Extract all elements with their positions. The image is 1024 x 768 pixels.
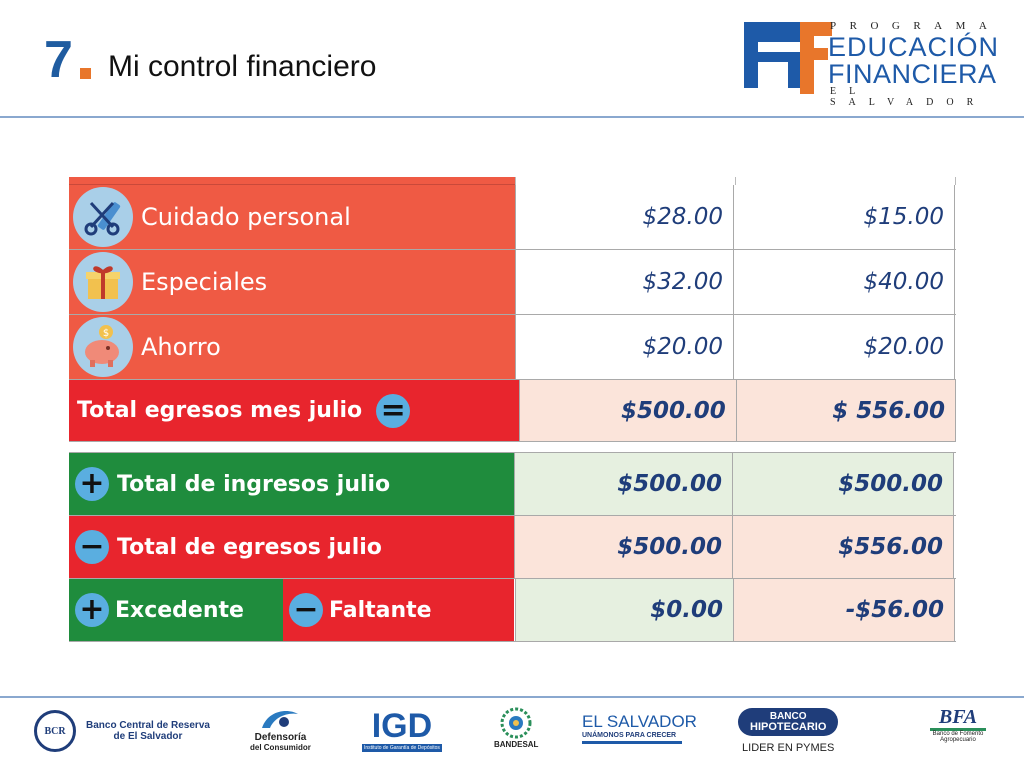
total-expenses-cell: Total egresos mes julio = xyxy=(69,380,521,441)
value-cell: -$56.00 xyxy=(734,579,955,641)
value-cell: $20.00 xyxy=(516,315,734,379)
value-cell: $500.00 xyxy=(733,453,954,515)
bandesal-logo: BANDESAL xyxy=(494,706,538,749)
shortfall-cell: − Faltante xyxy=(283,579,514,641)
bfa-logo: BFA Banco de Fomento Agropecuario xyxy=(930,706,986,743)
bcr-name-line2: de El Salvador xyxy=(113,731,183,742)
bh-name-line1: BANCO xyxy=(769,711,807,722)
footer-divider xyxy=(0,696,1024,698)
bfa-sub-line1: Banco de Fomento xyxy=(932,731,984,737)
defensoria-swoosh-icon xyxy=(262,710,299,728)
surplus-cell: + Excedente xyxy=(69,579,283,641)
bfa-name: BFA xyxy=(938,706,978,728)
header-divider xyxy=(0,116,1024,118)
igd-sub: Instituto de Garantía de Depósitos xyxy=(362,744,442,752)
igd-name: IGD xyxy=(371,707,433,745)
piggy-bank-icon: $ xyxy=(73,317,133,377)
sponsor-logos: BCR Banco Central de Reserva de El Salva… xyxy=(0,700,1024,768)
expenses-summary-label: Total de egresos julio xyxy=(117,534,382,560)
bfa-sub-line2: Agropecuario xyxy=(940,737,976,743)
table-row: Especiales $32.00 $40.00 xyxy=(69,250,956,315)
el-salvador-logo: EL SALVADOR UNÁMONOS PARA CRECER xyxy=(582,712,697,744)
plus-icon: + xyxy=(75,467,109,501)
table-row: − Total de egresos julio $500.00 $556.00 xyxy=(69,516,956,579)
value-cell: $500.00 xyxy=(520,380,737,441)
value-cell: $500.00 xyxy=(515,516,733,578)
logo-line2: FINANCIERA xyxy=(828,59,997,89)
slide-number-dot xyxy=(80,68,91,79)
bh-name-line2: HIPOTECARIO xyxy=(750,721,827,733)
table-row-cut xyxy=(69,177,956,185)
plus-icon: + xyxy=(75,593,109,627)
value-cell: $556.00 xyxy=(733,516,954,578)
defensoria-line2: del Consumidor xyxy=(250,743,311,752)
category-label: Ahorro xyxy=(141,333,221,361)
table-row: Cuidado personal $28.00 $15.00 xyxy=(69,185,956,250)
category-label: Cuidado personal xyxy=(141,203,351,231)
value-cell: $32.00 xyxy=(516,250,734,314)
bh-badge: BANCO HIPOTECARIO xyxy=(738,708,839,736)
table-row: + Total de ingresos julio $500.00 $500.0… xyxy=(69,453,956,516)
equals-icon: = xyxy=(376,393,411,428)
value-cell: $20.00 xyxy=(734,315,955,379)
category-cell: $ Ahorro xyxy=(69,315,516,379)
bcr-name-line1: Banco Central de Reserva xyxy=(86,720,210,731)
igd-logo: IGD Instituto de Garantía de Depósitos xyxy=(362,708,442,752)
category-cell: Especiales xyxy=(69,250,516,314)
income-label: Total de ingresos julio xyxy=(117,471,391,497)
surplus-label: Excedente xyxy=(115,597,244,623)
value-cell: $28.00 xyxy=(516,185,734,249)
income-cell: + Total de ingresos julio xyxy=(69,453,515,515)
logo-line1: EDUCACIÓN xyxy=(828,32,1000,62)
educacion-financiera-logo: PROGRAMA EDUCACIÓN FINANCIERA EL SALVADO… xyxy=(744,16,1014,108)
category-label: Especiales xyxy=(141,268,268,296)
summary-table: + Total de ingresos julio $500.00 $500.0… xyxy=(69,452,956,642)
defensoria-logo: Defensoría del Consumidor xyxy=(250,706,311,752)
minus-icon: − xyxy=(75,530,109,564)
shortfall-label: Faltante xyxy=(329,597,432,623)
gift-icon xyxy=(73,252,133,312)
expenses-summary-cell: − Total de egresos julio xyxy=(69,516,515,578)
banco-hipotecario-logo: BANCO HIPOTECARIO LIDER EN PYMES xyxy=(738,708,839,754)
bandesal-name: BANDESAL xyxy=(494,740,539,749)
bcr-seal-icon: BCR xyxy=(34,710,76,752)
category-cell: Cuidado personal xyxy=(69,185,516,249)
value-cell: $0.00 xyxy=(516,579,734,641)
ef-logo-icon xyxy=(744,22,832,94)
balance-cell: + Excedente − Faltante xyxy=(69,579,516,641)
value-cell: $15.00 xyxy=(734,185,955,249)
table-row: + Excedente − Faltante $0.00 -$56.00 xyxy=(69,579,956,642)
defensoria-line1: Defensoría xyxy=(254,732,307,743)
bcr-logo: BCR Banco Central de Reserva de El Salva… xyxy=(34,710,210,752)
el-salvador-slogan: UNÁMONOS PARA CRECER xyxy=(582,732,677,739)
bandesal-sun-icon xyxy=(500,707,532,739)
el-salvador-underline xyxy=(582,741,682,744)
el-salvador-name: EL SALVADOR xyxy=(582,712,697,731)
bh-slogan: LIDER EN PYMES xyxy=(742,742,835,754)
bfa-stripe xyxy=(930,728,986,731)
expenses-table: Cuidado personal $28.00 $15.00 Especiale… xyxy=(69,177,956,442)
value-cell: $40.00 xyxy=(734,250,955,314)
scissors-comb-icon xyxy=(73,187,133,247)
page-title: Mi control financiero xyxy=(108,50,377,83)
minus-icon: − xyxy=(289,593,323,627)
logo-bottom-line: EL SALVADOR xyxy=(830,86,987,108)
svg-text:$: $ xyxy=(103,328,109,339)
table-row: $ Ahorro $20.00 $20.00 xyxy=(69,315,956,380)
logo-top-line: PROGRAMA xyxy=(830,20,1001,32)
slide-number: 7 xyxy=(44,31,73,89)
value-cell: $500.00 xyxy=(515,453,733,515)
total-expenses-row: Total egresos mes julio = $500.00 $ 556.… xyxy=(69,380,956,442)
value-cell: $ 556.00 xyxy=(736,380,956,441)
total-expenses-label: Total egresos mes julio xyxy=(77,398,363,423)
